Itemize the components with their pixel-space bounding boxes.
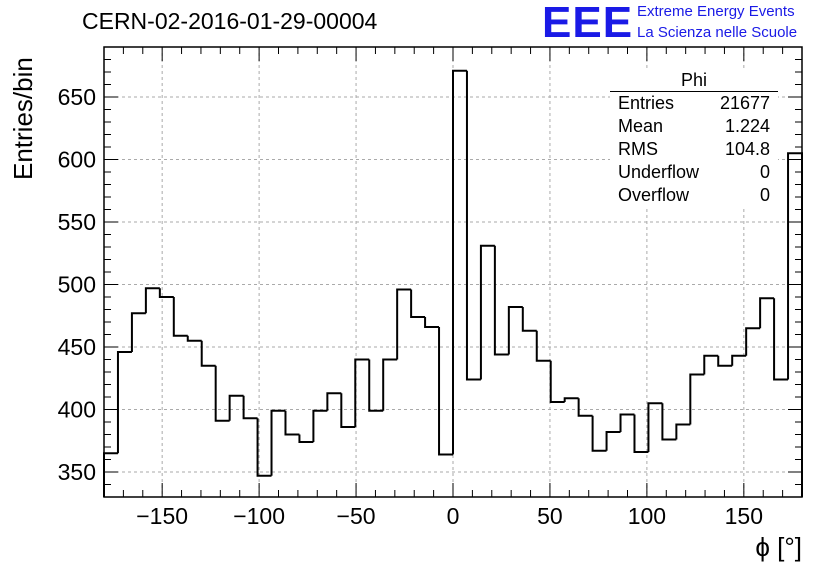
histogram-bin	[382, 358, 398, 411]
histogram-bin	[242, 395, 258, 420]
histogram-bin	[340, 393, 356, 428]
histogram-bin	[717, 355, 733, 367]
stats-label: Mean	[618, 116, 664, 136]
histogram-bin	[256, 418, 272, 477]
x-axis-label: ϕ [°]	[755, 532, 802, 562]
histogram-bin	[130, 312, 146, 352]
x-tick-label: 0	[447, 503, 460, 529]
y-axis-label: Entries/bin	[8, 57, 38, 180]
x-tick-label: −50	[337, 503, 376, 529]
y-tick-label: 450	[58, 334, 96, 360]
histogram-bin	[284, 410, 300, 436]
eee-logo: EEE	[542, 0, 634, 47]
stats-row: RMS 104.8	[610, 138, 778, 161]
stats-row: Mean 1.224	[610, 115, 778, 138]
x-tick-label: 100	[628, 503, 666, 529]
stats-value: 1.224	[724, 116, 770, 136]
chart-title: CERN-02-2016-01-29-00004	[82, 8, 378, 34]
histogram-bin	[228, 394, 244, 421]
stats-value: 21677	[719, 93, 770, 113]
histogram-bin	[270, 409, 286, 476]
histogram-bin	[368, 359, 384, 412]
x-tick-label: −100	[233, 503, 285, 529]
histogram-bin	[647, 402, 663, 452]
y-tick-label: 600	[58, 147, 96, 173]
histogram-bin	[326, 392, 342, 411]
stats-label: Underflow	[618, 162, 700, 182]
histogram-bin	[745, 327, 761, 356]
histogram-bin	[493, 245, 509, 356]
logo-caption-line1: Extreme Energy Events	[637, 3, 795, 20]
histogram-bin	[549, 360, 565, 403]
y-tick-label: 650	[58, 84, 96, 110]
y-tick-label: 500	[58, 272, 96, 298]
stats-box: Phi Entries 21677 Mean 1.224 RMS 104.8 U…	[610, 70, 778, 207]
histogram-bin	[298, 434, 314, 443]
y-tick-label: 400	[58, 397, 96, 423]
histogram-bin	[158, 288, 174, 298]
histogram-bin	[452, 69, 467, 455]
histogram-bin	[731, 354, 747, 366]
stats-row: Entries 21677	[610, 92, 778, 115]
x-tick-label: 50	[537, 503, 563, 529]
histogram-bin	[186, 335, 202, 342]
histogram-bin	[759, 297, 775, 329]
stats-title: Phi	[610, 70, 778, 92]
histogram-bin	[479, 244, 495, 380]
histogram-bin	[689, 373, 705, 425]
histogram-bin	[577, 398, 593, 417]
histogram-bin	[675, 423, 691, 440]
histogram-bin	[535, 330, 551, 362]
histogram-bin	[465, 70, 481, 381]
histogram-bin	[396, 288, 412, 360]
histogram-bin	[619, 413, 635, 432]
histogram-bin	[703, 354, 719, 375]
x-tick-label: −150	[136, 503, 188, 529]
histogram-bin	[354, 358, 370, 427]
x-tick-label: 150	[725, 503, 763, 529]
histogram-bin	[591, 415, 607, 452]
histogram-bin	[633, 414, 649, 453]
histogram-bin	[116, 351, 132, 454]
histogram-bin	[563, 397, 579, 402]
stats-value: 0	[759, 162, 770, 182]
stats-label: RMS	[618, 139, 658, 159]
histogram-bin	[200, 340, 216, 367]
histogram-bin	[438, 327, 453, 456]
histogram-bin	[144, 287, 160, 314]
histogram-bin	[773, 298, 789, 381]
tick-labels: −150 −100 −50 0 50 100 150 350 400 450 500 550 600 65…	[58, 84, 763, 529]
stats-value: 104.8	[724, 139, 770, 159]
histogram-series	[103, 69, 803, 497]
histogram-bin	[661, 403, 677, 441]
histogram-bin	[172, 297, 188, 337]
stats-row: Overflow 0	[610, 184, 778, 207]
histogram-bin	[507, 306, 523, 355]
y-tick-label: 350	[58, 459, 96, 485]
stats-row: Underflow 0	[610, 161, 778, 184]
histogram-bin	[410, 289, 426, 318]
stats-value: 0	[759, 185, 770, 205]
stats-label: Overflow	[618, 185, 690, 205]
histogram-bin	[424, 317, 440, 328]
logo-caption-line2: La Scienza nelle Scuole	[637, 24, 798, 41]
histogram-bin	[312, 409, 328, 442]
histogram-bin	[521, 307, 537, 332]
histogram-bin	[214, 365, 230, 422]
axis-ticks	[103, 47, 803, 497]
histogram-bin	[787, 152, 803, 497]
y-tick-label: 550	[58, 209, 96, 235]
stats-label: Entries	[618, 93, 675, 113]
histogram-bin	[605, 431, 621, 451]
